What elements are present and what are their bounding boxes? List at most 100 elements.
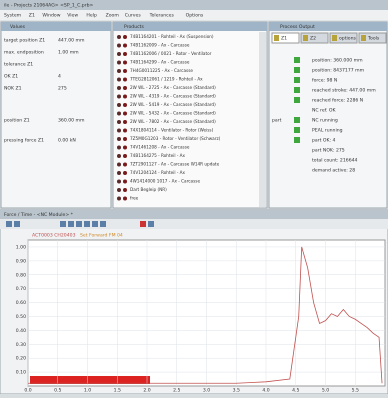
y-tick-label: 0.80 [16,272,26,278]
product-item[interactable]: 2W WL - 5432 - Ax - Carcasse (Standard) [130,111,216,116]
status-dot [123,163,127,167]
product-item[interactable]: free [130,196,139,201]
toolbar [0,219,388,229]
product-item[interactable]: 2W WL - 7802 - Ax - Carcasse (Standard) [130,119,216,124]
product-item[interactable]: 74V1204124 - Rohteil - Ax [130,170,186,175]
x-tick-label: 3.0 [203,388,210,394]
status-dot [123,69,127,73]
output-panel [269,22,387,208]
field-label: position Z1 [4,118,30,124]
tab-icon [361,35,366,41]
product-item[interactable]: 74B1162006 / 0021 - Rotor - Ventilator [130,51,212,56]
status-dot [123,188,127,192]
tab-label[interactable]: Z1 [281,36,287,42]
field-value: 0.00 kN [58,138,76,144]
menu-item[interactable]: Curves [125,13,142,19]
status-led [294,67,300,73]
radio[interactable] [117,188,121,192]
output-line: NC ref. OK [312,108,337,114]
product-item[interactable]: 7ZT2901127 - Ax - Carcasse W14R update [130,162,220,167]
radio[interactable] [117,154,121,158]
radio[interactable] [117,137,121,141]
status-led [294,97,300,103]
y-tick-label: 0.70 [16,286,26,292]
tool-icon[interactable] [148,221,154,227]
product-item[interactable]: 7TEG2812061 / 1219 - Rohteil - Ax [130,77,203,82]
menu-item[interactable]: Zoom [106,13,120,19]
tool-icon[interactable] [6,221,12,227]
tab-label[interactable]: options [339,36,357,42]
radio[interactable] [117,112,121,116]
x-tick-label: 3.5 [233,388,240,394]
radio[interactable] [117,78,121,82]
radio[interactable] [117,52,121,56]
tab-label[interactable]: Z2 [310,36,316,42]
tool-icon[interactable] [14,221,20,227]
scrollbar[interactable] [259,32,266,207]
tool-icon[interactable] [68,221,74,227]
product-item[interactable]: 7H4G0011225 - Ax - Carcasse [130,68,193,73]
menu-item[interactable]: Z1 [29,13,35,19]
field-label: max. endposition [4,50,44,56]
tool-icon[interactable] [100,221,106,227]
radio[interactable] [117,35,121,39]
radio[interactable] [117,163,121,167]
status-dot [123,197,127,201]
product-item[interactable]: 74B1164275 - Rohteil - Ax [130,153,186,158]
field-label: tolerance Z1 [4,62,33,68]
radio[interactable] [117,129,121,133]
tool-icon[interactable] [140,221,146,227]
panel-title: Values [10,24,26,30]
product-item[interactable]: 2W WL - 4319 - Ax - Carcasse (Standard) [130,94,216,99]
product-item[interactable]: 4W1414000 1017 - Ax - Carcasse [130,179,200,184]
product-item[interactable]: 74X1804114 - Ventilator - Rotor (Weiss) [130,128,214,133]
x-tick-label: 1.0 [84,388,91,394]
menu-item[interactable]: Window [42,13,60,19]
status-dot [123,154,127,158]
field-value: 360.00 mm [58,118,85,124]
radio[interactable] [117,95,121,99]
radio[interactable] [117,180,121,184]
radio[interactable] [117,197,121,201]
radio[interactable] [117,44,121,48]
menu-item[interactable]: Help [86,13,97,19]
menu-item[interactable]: Tolerances [149,13,175,19]
output-line: demand active: 28 [312,168,355,174]
product-item[interactable]: Dart Begleip (NR) [130,187,167,192]
status-dot [123,52,127,56]
radio[interactable] [117,69,121,73]
radio[interactable] [117,103,121,107]
y-tick-label: 0.50 [16,314,26,320]
status-dot [123,171,127,175]
tool-icon[interactable] [84,221,90,227]
tool-icon[interactable] [60,221,66,227]
x-tick-label: 5.0 [322,388,329,394]
menu-item[interactable]: System [4,13,22,19]
tool-icon[interactable] [76,221,82,227]
status-dot [123,129,127,133]
radio[interactable] [117,61,121,65]
output-line: position: 8437177 mm [312,68,365,74]
product-item[interactable]: 2W WL - 2725 - Ax - Carcasse (Standard) [130,85,216,90]
tool-icon[interactable] [92,221,98,227]
product-item[interactable]: 2W WL - 5419 - Ax - Carcasse (Standard) [130,102,216,107]
field-label: pressing force Z1 [4,138,44,144]
status-dot [123,95,127,99]
radio[interactable] [117,120,121,124]
product-item[interactable]: 74V1461208 - Ax - Carcasse [130,145,190,150]
y-tick-label: 0.30 [16,342,26,348]
y-tick-label: 1.00 [16,244,26,250]
radio[interactable] [117,171,121,175]
product-item[interactable]: 74B1164201 - Rohteil - Ax (Suspension) [130,34,214,39]
product-item[interactable]: 74B1164299 - Ax - Carcasse [130,60,190,65]
tab-label[interactable]: Tools [367,36,380,42]
x-tick-label: 0.5 [54,388,61,394]
radio[interactable] [117,86,121,90]
menu-item[interactable]: Options [186,13,204,19]
radio[interactable] [117,146,121,150]
product-item[interactable]: 7Z5M0G1203 - Rotor - Ventilator (Schwarz… [130,136,221,141]
menu-item[interactable]: View [67,13,78,19]
status-dot [123,120,127,124]
product-item[interactable]: 74B1162009 - Ax - Carcasse [130,43,190,48]
status-dot [123,146,127,150]
